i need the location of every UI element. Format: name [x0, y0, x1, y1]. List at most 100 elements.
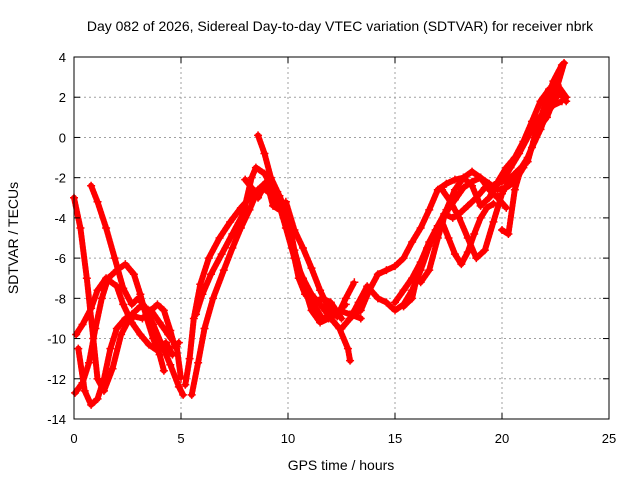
data-point-marker [298, 244, 307, 253]
data-point-marker [346, 356, 355, 365]
data-point-marker [382, 298, 391, 307]
data-point-marker [414, 266, 423, 275]
data-point-marker [251, 163, 260, 172]
data-point-marker [155, 318, 164, 327]
y-tick-label: 4 [59, 50, 66, 65]
data-point-marker [470, 229, 479, 238]
data-point-marker [99, 374, 108, 383]
data-point-marker [87, 400, 96, 409]
data-point-marker [341, 300, 350, 309]
data-point-marker [93, 394, 102, 403]
data-point-marker [510, 185, 519, 194]
data-point-marker [206, 270, 215, 279]
data-point-marker [493, 177, 502, 186]
data-point-marker [170, 342, 179, 351]
data-point-marker [450, 250, 459, 259]
data-point-marker [459, 173, 468, 182]
data-point-marker [138, 314, 147, 323]
data-point-marker [149, 320, 158, 329]
data-point-marker [198, 290, 207, 299]
data-point-marker [391, 298, 399, 307]
data-point-marker [159, 306, 168, 315]
data-point-marker [153, 300, 162, 309]
data-point-marker [110, 254, 119, 263]
data-point-marker [527, 117, 536, 126]
data-point-marker [121, 260, 130, 269]
data-point-marker [144, 340, 153, 349]
data-point-marker [468, 181, 477, 190]
data-point-marker [324, 304, 333, 313]
data-point-marker [140, 302, 149, 311]
data-point-marker [542, 113, 551, 122]
data-point-marker [510, 153, 519, 162]
data-point-marker [78, 320, 87, 329]
data-point-marker [84, 358, 93, 367]
data-point-marker [408, 238, 417, 247]
data-point-marker [476, 201, 485, 210]
data-point-marker [468, 167, 477, 176]
data-point-marker [549, 97, 558, 106]
data-point-marker [127, 300, 136, 309]
y-tick-label: -10 [47, 332, 66, 347]
data-point-marker [228, 244, 237, 253]
data-point-marker [254, 131, 263, 140]
data-point-marker [93, 197, 102, 206]
data-point-marker [254, 193, 263, 202]
data-point-marker [476, 213, 485, 222]
data-point-marker [433, 234, 442, 242]
data-point-marker [425, 266, 434, 275]
data-point-marker [463, 234, 472, 242]
data-point-marker [93, 286, 102, 295]
data-point-marker [519, 137, 528, 146]
data-point-marker [316, 286, 325, 295]
data-point-marker [129, 270, 138, 279]
data-point-marker [239, 209, 248, 218]
data-point-marker [181, 380, 190, 389]
data-point-marker [483, 203, 492, 212]
data-point-marker [391, 262, 399, 271]
data-point-marker [119, 284, 128, 293]
y-axis-label: SDTVAR / TECUs [5, 182, 21, 294]
data-point-marker [333, 308, 342, 317]
series-arc-6 [182, 184, 354, 388]
data-point-marker [136, 330, 145, 339]
data-point-marker [502, 163, 511, 172]
data-point-marker [408, 294, 417, 303]
chart-title: Day 082 of 2026, Sidereal Day-to-day VTE… [87, 18, 594, 34]
data-point-marker [423, 244, 432, 253]
data-point-marker [391, 306, 399, 315]
data-point-marker [442, 179, 451, 188]
data-point-marker [365, 286, 374, 295]
x-tick-label: 15 [388, 431, 402, 446]
y-tick-label: 2 [59, 90, 66, 105]
tick-layer: 0 5 10 15 20 25 -14 -12 -10 -8 -6 -4 -2 0 2 4 [47, 50, 616, 446]
data-point-marker [108, 364, 117, 373]
data-point-marker [76, 223, 85, 232]
data-point-marker [91, 324, 100, 333]
data-point-marker [480, 246, 489, 255]
data-point-marker [506, 173, 515, 182]
data-point-marker [373, 270, 382, 279]
data-point-marker [106, 344, 115, 353]
data-point-marker [149, 334, 158, 343]
data-point-marker [298, 278, 307, 287]
y-tick-label: -14 [47, 412, 66, 427]
data-point-marker [425, 205, 434, 214]
data-point-marker [399, 302, 408, 311]
x-tick-label: 10 [281, 431, 295, 446]
data-point-marker [134, 294, 143, 303]
x-tick-label: 20 [495, 431, 509, 446]
data-point-marker [284, 211, 292, 220]
data-point-marker [348, 312, 357, 321]
data-point-marker [523, 153, 532, 162]
data-point-marker [228, 229, 237, 238]
data-point-marker [399, 286, 408, 295]
data-point-marker [356, 306, 365, 315]
data-point-marker [166, 326, 175, 335]
data-point-marker [444, 234, 453, 242]
data-point-marker [174, 382, 183, 391]
data-point-marker [217, 250, 226, 259]
data-point-marker [226, 217, 235, 226]
data-point-marker [129, 312, 138, 321]
data-point-marker [117, 330, 126, 339]
